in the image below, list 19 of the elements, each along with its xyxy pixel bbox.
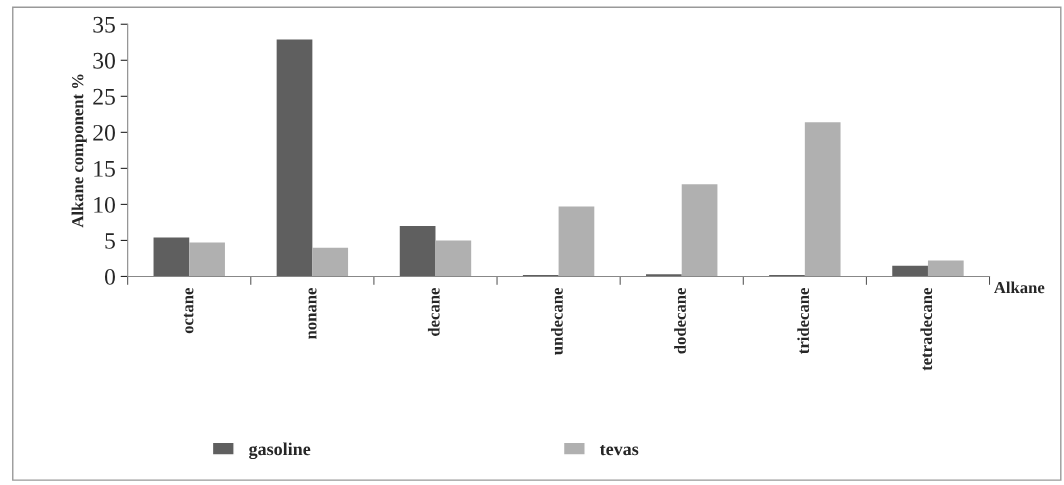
y-tick-label: 20 bbox=[93, 124, 115, 141]
x-tick-label: octane bbox=[183, 287, 194, 334]
x-tick-label: undecane bbox=[551, 287, 563, 355]
y-axis-title: Alkane component % bbox=[71, 74, 87, 228]
x-tick-label: tetradecane bbox=[920, 287, 933, 371]
y-tick-label: 0 bbox=[104, 268, 115, 285]
legend-label: gasoline bbox=[249, 442, 311, 460]
x-tick-label: nonane bbox=[308, 287, 317, 339]
y-tick-label: 5 bbox=[105, 233, 115, 249]
y-tick-label: 30 bbox=[93, 52, 115, 69]
y-tick-label: 25 bbox=[93, 88, 115, 105]
x-axis-title: Alkane bbox=[993, 281, 1045, 294]
x-tick-label: tridecane bbox=[797, 287, 810, 354]
y-tick-label: 35 bbox=[93, 16, 115, 33]
x-tick-label: decane bbox=[427, 287, 440, 336]
legend-label: tevas bbox=[599, 444, 639, 456]
x-tick-label: dodecane bbox=[674, 287, 686, 354]
y-tick-label: 10 bbox=[94, 196, 115, 213]
y-tick-label: 15 bbox=[94, 160, 115, 177]
